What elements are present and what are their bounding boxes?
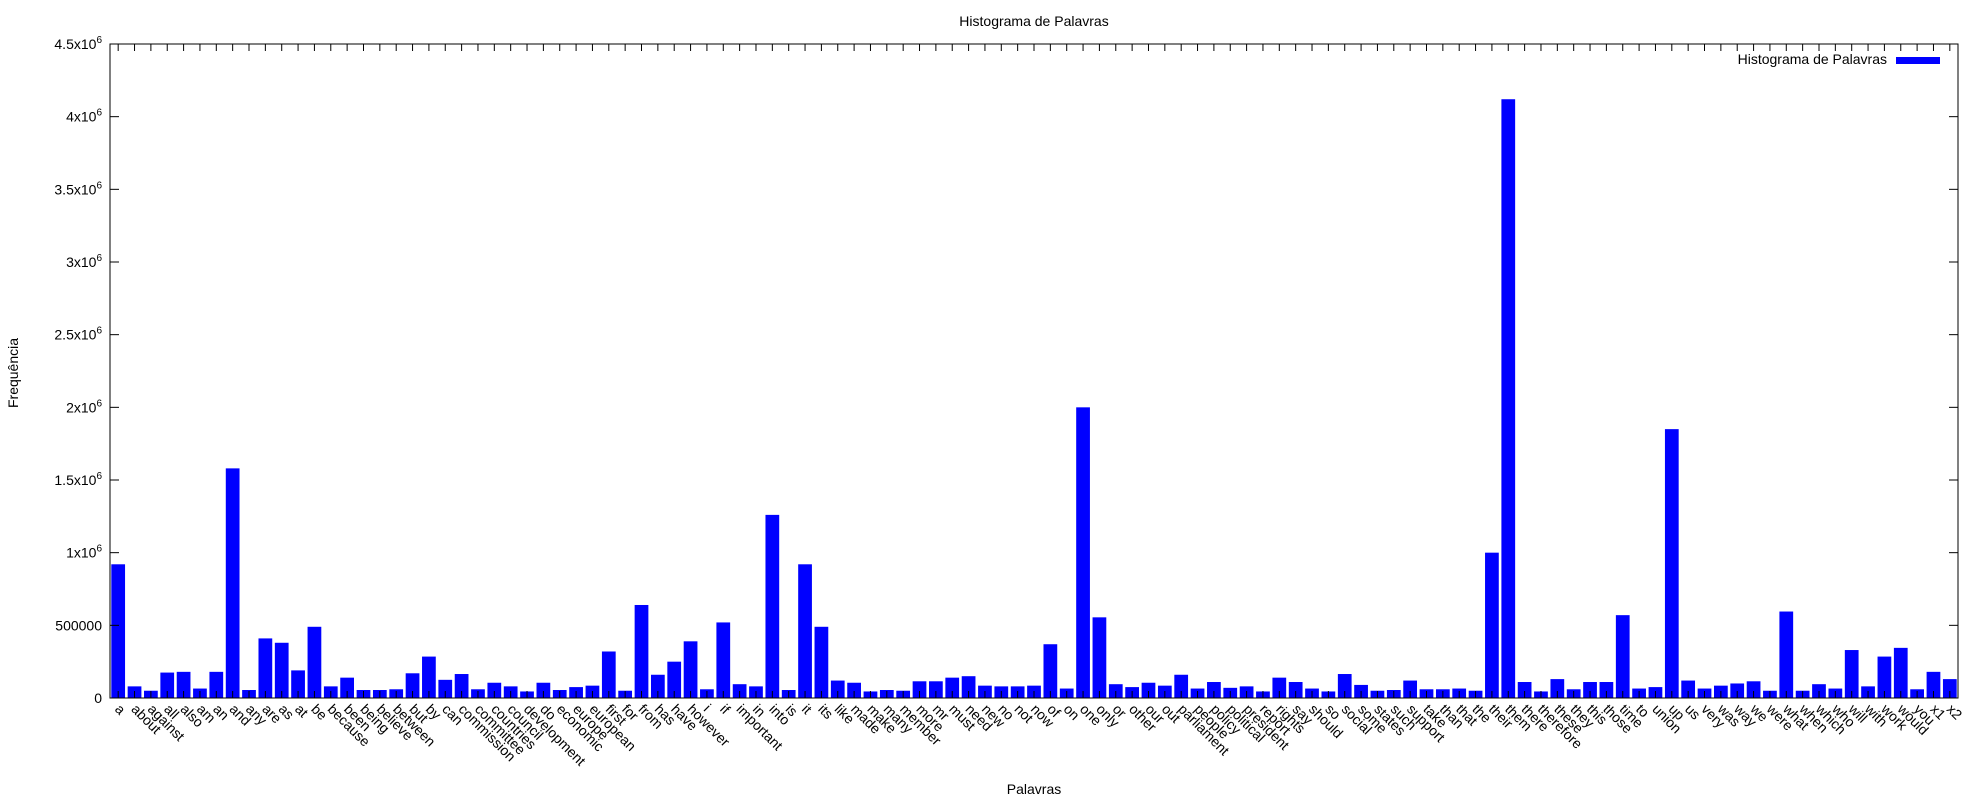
- bar-36: [683, 641, 698, 698]
- bar-89: [1550, 679, 1565, 698]
- x-tick-label: x2: [1944, 701, 1966, 723]
- bar-8: [225, 468, 240, 698]
- chart-title: Histograma de Palavras: [959, 13, 1108, 29]
- bar-96: [1664, 429, 1679, 698]
- bar-20: [422, 656, 436, 698]
- x-tick-label: if: [717, 701, 733, 717]
- bar-61: [1092, 617, 1107, 698]
- bar-50: [912, 681, 927, 698]
- bar-93: [1615, 615, 1630, 698]
- legend: Histograma de Palavras: [1738, 51, 1940, 67]
- bar-13: [307, 626, 322, 698]
- y-tick-label: 1.5x106: [54, 471, 102, 488]
- bar-113: [1942, 679, 1957, 698]
- bar-109: [1877, 656, 1892, 698]
- bar-85: [1485, 552, 1499, 698]
- bar-68: [1207, 682, 1221, 698]
- bar-100: [1730, 683, 1745, 698]
- y-tick-label: 4x106: [66, 108, 102, 125]
- bar-72: [1272, 677, 1287, 698]
- bar-80: [1403, 680, 1418, 698]
- bar-60: [1076, 407, 1090, 698]
- bar-87: [1517, 682, 1532, 698]
- legend-swatch: [1896, 57, 1940, 64]
- bar-73: [1288, 682, 1303, 698]
- x-tick-label: a: [112, 701, 129, 718]
- bar-15: [340, 677, 354, 698]
- bar-97: [1681, 680, 1696, 698]
- bar-12: [291, 670, 305, 698]
- y-tick-label: 1x106: [66, 544, 102, 561]
- bars-group: [111, 99, 1957, 699]
- y-tick-label: 3.5x106: [54, 180, 102, 197]
- x-axis: a aboutagainstallalsoamanandanyareasatbeb…: [112, 44, 1966, 769]
- bar-86: [1501, 99, 1516, 699]
- bar-107: [1844, 650, 1859, 698]
- y-tick-label: 3x106: [66, 253, 102, 270]
- legend-label: Histograma de Palavras: [1738, 51, 1887, 67]
- bar-27: [536, 682, 551, 698]
- bar-1: [111, 564, 126, 698]
- y-tick-label: 2.5x106: [54, 326, 102, 343]
- bar-31: [601, 651, 616, 698]
- y-axis: 0 500000 1x106 1.5x106 2x106 2.5x106 3x106 3.5x…: [54, 35, 1958, 706]
- bar-33: [634, 604, 649, 698]
- bar-21: [438, 679, 453, 698]
- bar-5: [176, 671, 191, 698]
- plot-frame: [109, 43, 1959, 699]
- bar-35: [667, 661, 682, 698]
- x-tick-label: it: [799, 701, 815, 717]
- bar-22: [454, 674, 469, 698]
- y-tick-label: 2x106: [66, 398, 102, 415]
- bar-46: [847, 682, 861, 698]
- bar-45: [830, 680, 845, 698]
- bar-112: [1926, 671, 1941, 698]
- bar-43: [798, 564, 812, 698]
- bar-52: [945, 677, 960, 698]
- bar-34: [650, 674, 665, 698]
- bar-24: [487, 682, 502, 698]
- bar-76: [1337, 674, 1352, 698]
- bar-41: [765, 514, 780, 698]
- bar-11: [274, 642, 289, 698]
- bar-101: [1746, 681, 1761, 698]
- bar-103: [1779, 611, 1794, 698]
- bar-4: [160, 672, 175, 698]
- y-tick-label: 4.5x106: [54, 35, 102, 52]
- x-axis-label: Palavras: [1007, 781, 1061, 797]
- bar-7: [209, 671, 224, 698]
- bar-91: [1583, 682, 1597, 698]
- y-tick-label: 0: [94, 690, 102, 706]
- bar-110: [1893, 647, 1908, 698]
- y-axis-label: Frequência: [5, 338, 21, 408]
- y-tick-label: 500000: [55, 617, 102, 633]
- bar-44: [814, 626, 829, 698]
- bar-19: [405, 673, 420, 698]
- bar-92: [1599, 682, 1614, 698]
- bar-10: [258, 638, 273, 698]
- bar-38: [716, 622, 731, 698]
- bar-64: [1141, 682, 1156, 698]
- bar-58: [1043, 644, 1058, 698]
- bar-53: [961, 676, 976, 698]
- bar-51: [929, 681, 943, 698]
- bar-66: [1174, 674, 1189, 698]
